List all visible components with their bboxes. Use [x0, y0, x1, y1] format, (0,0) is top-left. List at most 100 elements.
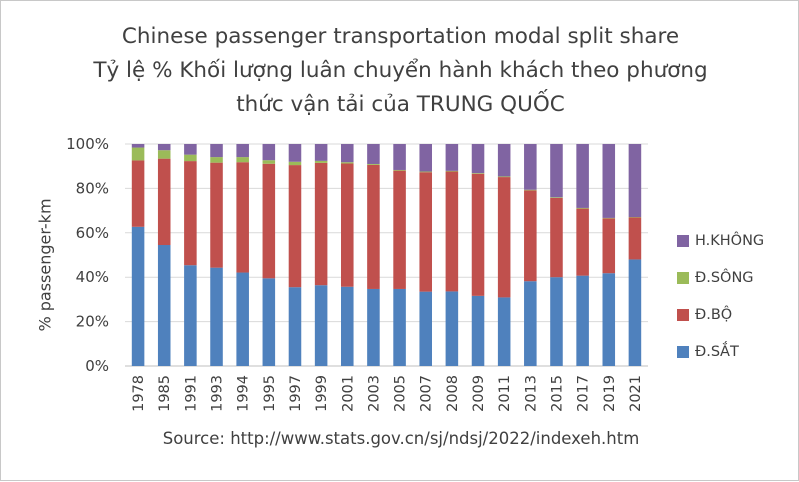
y-tick-labels: 0% 20% 40% 60% 80% 100% [66, 135, 109, 375]
bar-segment-Đ.BỘ-1997 [289, 165, 302, 287]
bar-segment-H.KHÔNG-2007 [419, 144, 432, 172]
bar-segment-Đ.BỘ-1999 [315, 163, 328, 285]
bar-segment-Đ.BỘ-2008 [446, 172, 459, 292]
bar-segment-Đ.SẮT-2003 [367, 289, 380, 366]
legend-item: H.KHÔNG [677, 231, 764, 251]
bar-segment-Đ.BỘ-2015 [550, 198, 563, 277]
bar-segment-Đ.SÔNG-1993 [210, 157, 223, 163]
bars [132, 144, 641, 366]
bar-segment-Đ.SÔNG-2008 [446, 171, 459, 172]
bar-segment-Đ.BỘ-2007 [419, 172, 432, 291]
legend-swatch [677, 309, 689, 321]
x-tick-label: 2017 [576, 375, 592, 412]
legend-label: Đ.BỘ [695, 307, 732, 323]
x-tick-label: 2003 [366, 375, 382, 412]
bar-segment-Đ.BỘ-2009 [472, 174, 485, 296]
bar-segment-Đ.BỘ-2003 [367, 165, 380, 289]
legend-swatch [677, 346, 689, 358]
bar-segment-Đ.SÔNG-1994 [236, 157, 249, 162]
x-tick-label: 1995 [262, 375, 278, 412]
bar-segment-Đ.BỘ-2013 [524, 190, 537, 281]
bar-segment-Đ.SẮT-2013 [524, 281, 537, 366]
bar-segment-Đ.SẮT-2001 [341, 287, 354, 366]
bar-segment-Đ.BỘ-2011 [498, 177, 511, 297]
y-tick-label: 0% [85, 357, 109, 375]
bar-segment-Đ.SẮT-1978 [132, 227, 145, 366]
bar-segment-Đ.SÔNG-2013 [524, 190, 537, 191]
bar-segment-Đ.SÔNG-1997 [289, 162, 302, 165]
bar-segment-H.KHÔNG-1995 [263, 144, 276, 160]
legend-item: Đ.SẮT [677, 342, 739, 362]
bar-segment-Đ.BỘ-1994 [236, 162, 249, 272]
bar-segment-Đ.SÔNG-1991 [184, 155, 197, 161]
bar-segment-H.KHÔNG-1997 [289, 144, 302, 162]
bar-segment-Đ.SẮT-2005 [393, 289, 406, 366]
x-tick-label: 1991 [183, 375, 199, 412]
x-tick-label: 2007 [419, 375, 435, 412]
legend-label: Đ.SÔNG [695, 270, 754, 286]
bar-segment-H.KHÔNG-2005 [393, 144, 406, 170]
x-tick-label: 1985 [157, 375, 173, 412]
x-tick-label: 2011 [497, 375, 513, 412]
bar-segment-Đ.SẮT-2007 [419, 292, 432, 366]
bar-segment-Đ.SẮT-1994 [236, 273, 249, 366]
bar-segment-Đ.SÔNG-2003 [367, 164, 380, 165]
x-tick-label: 1999 [314, 375, 330, 412]
x-tick-label: 2019 [602, 375, 618, 412]
x-tick-label: 1994 [236, 375, 252, 412]
bar-segment-Đ.BỘ-1978 [132, 160, 145, 226]
x-tick-label: 2005 [393, 375, 409, 412]
legend-swatch [677, 272, 689, 284]
bar-segment-H.KHÔNG-2009 [472, 144, 485, 173]
bar-segment-Đ.SÔNG-2017 [576, 208, 589, 209]
bar-segment-Đ.SẮT-2011 [498, 297, 511, 366]
bar-segment-Đ.BỘ-1991 [184, 161, 197, 265]
bar-segment-Đ.BỘ-1985 [158, 159, 171, 245]
bar-segment-Đ.SÔNG-2015 [550, 197, 563, 198]
bar-segment-Đ.SẮT-2019 [602, 273, 615, 366]
bar-segment-Đ.SẮT-1995 [263, 278, 276, 366]
y-tick-label: 60% [76, 224, 109, 242]
bar-segment-Đ.BỘ-1995 [263, 164, 276, 279]
bar-segment-H.KHÔNG-2019 [602, 144, 615, 218]
bar-segment-H.KHÔNG-1985 [158, 144, 171, 150]
y-tick-label: 100% [66, 135, 109, 153]
bar-segment-Đ.BỘ-2017 [576, 209, 589, 276]
bar-segment-Đ.SÔNG-1995 [263, 160, 276, 164]
bar-segment-H.KHÔNG-2015 [550, 144, 563, 197]
legend-item: Đ.BỘ [677, 305, 732, 325]
bar-segment-Đ.SẮT-2021 [629, 259, 642, 366]
bar-segment-Đ.SẮT-2015 [550, 277, 563, 366]
bar-segment-H.KHÔNG-1991 [184, 144, 197, 155]
bar-segment-Đ.SÔNG-1999 [315, 161, 328, 163]
x-tick-label: 2021 [628, 375, 644, 412]
x-tick-label: 2008 [445, 375, 461, 412]
bar-segment-H.KHÔNG-2003 [367, 144, 380, 164]
bar-segment-Đ.BỘ-2021 [629, 217, 642, 259]
bar-segment-Đ.SÔNG-2011 [498, 176, 511, 177]
bar-segment-Đ.SÔNG-1978 [132, 148, 145, 161]
bar-segment-Đ.SẮT-2008 [446, 291, 459, 366]
bar-segment-H.KHÔNG-1993 [210, 144, 223, 157]
x-tick-label: 2009 [471, 375, 487, 412]
bar-segment-Đ.SÔNG-2009 [472, 173, 485, 174]
y-tick-label: 80% [76, 179, 109, 197]
bar-segment-Đ.SẮT-2009 [472, 296, 485, 366]
bar-segment-Đ.SẮT-1999 [315, 285, 328, 366]
legend-label: Đ.SẮT [695, 344, 739, 360]
x-tick-label: 2001 [340, 375, 356, 412]
y-tick-label: 40% [76, 268, 109, 286]
bar-segment-Đ.SẮT-1997 [289, 287, 302, 366]
x-tick-label: 2015 [549, 375, 565, 412]
bar-segment-Đ.SÔNG-2001 [341, 162, 354, 163]
bar-segment-Đ.SÔNG-2005 [393, 170, 406, 171]
y-tick-label: 20% [76, 313, 109, 331]
bar-segment-Đ.BỘ-2005 [393, 171, 406, 289]
bar-segment-Đ.SÔNG-1985 [158, 150, 171, 158]
bar-segment-H.KHÔNG-2011 [498, 144, 511, 176]
bar-segment-H.KHÔNG-2008 [446, 144, 459, 171]
x-tick-label: 2013 [523, 375, 539, 412]
bar-segment-Đ.SẮT-2017 [576, 276, 589, 366]
